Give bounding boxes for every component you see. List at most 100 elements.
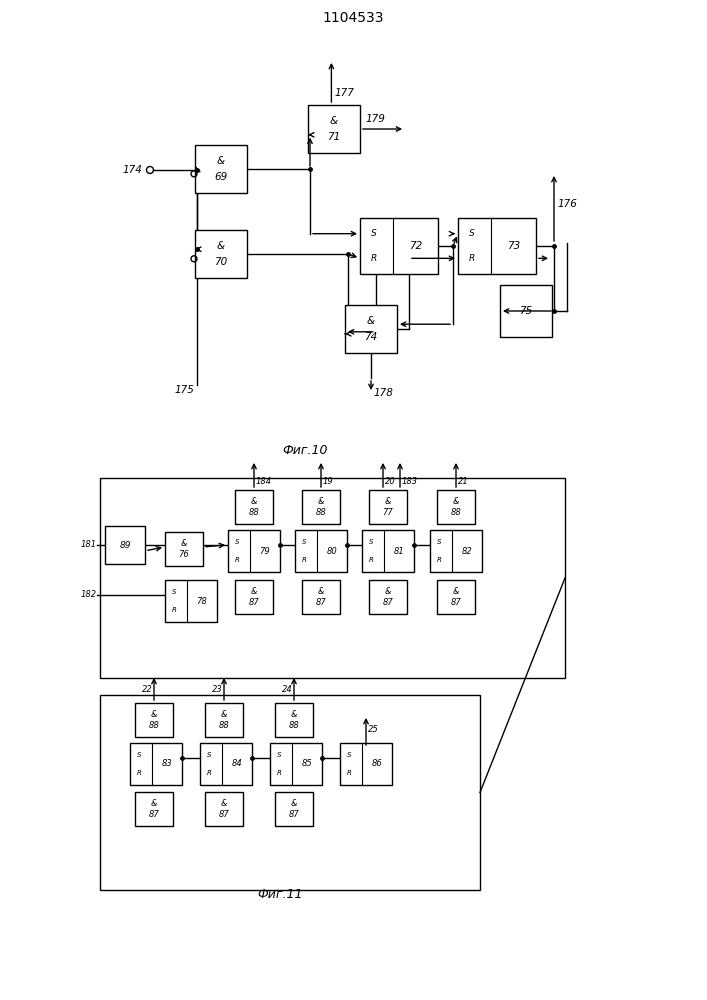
Text: 87: 87 bbox=[288, 810, 299, 819]
Text: 22: 22 bbox=[142, 684, 153, 694]
Bar bbox=[275, 703, 313, 737]
Bar bbox=[270, 743, 322, 785]
Text: &: & bbox=[221, 710, 227, 719]
Text: 80: 80 bbox=[327, 546, 337, 556]
Bar bbox=[500, 285, 552, 337]
Text: S: S bbox=[371, 229, 377, 238]
Bar bbox=[228, 530, 280, 572]
Text: 73: 73 bbox=[507, 241, 520, 251]
Text: 78: 78 bbox=[197, 596, 207, 605]
Text: 87: 87 bbox=[148, 810, 159, 819]
Text: &: & bbox=[452, 497, 460, 506]
Bar bbox=[458, 218, 536, 274]
Text: 76: 76 bbox=[179, 550, 189, 559]
Bar bbox=[345, 305, 397, 353]
Text: 88: 88 bbox=[218, 721, 229, 730]
Bar bbox=[130, 743, 182, 785]
Text: R: R bbox=[347, 770, 352, 776]
Bar bbox=[135, 703, 173, 737]
Text: 89: 89 bbox=[119, 540, 131, 550]
Text: 79: 79 bbox=[259, 546, 270, 556]
Bar bbox=[205, 703, 243, 737]
Text: S: S bbox=[207, 752, 211, 758]
Text: S: S bbox=[235, 539, 240, 545]
Text: &: & bbox=[317, 587, 325, 596]
Text: 75: 75 bbox=[520, 306, 532, 316]
Text: R: R bbox=[369, 557, 374, 563]
Text: R: R bbox=[302, 557, 307, 563]
Bar bbox=[195, 145, 247, 193]
Text: Фиг.11: Фиг.11 bbox=[257, 888, 303, 902]
Text: 179: 179 bbox=[365, 114, 385, 124]
Text: 84: 84 bbox=[232, 760, 243, 768]
Text: 1104533: 1104533 bbox=[322, 11, 384, 25]
Text: 20: 20 bbox=[385, 478, 396, 487]
Text: 23: 23 bbox=[212, 684, 223, 694]
Text: R: R bbox=[277, 770, 282, 776]
Text: 88: 88 bbox=[450, 508, 462, 517]
Text: R: R bbox=[371, 254, 377, 263]
Text: 174: 174 bbox=[122, 165, 142, 175]
Text: 70: 70 bbox=[214, 257, 228, 267]
Text: S: S bbox=[347, 752, 351, 758]
Text: &: & bbox=[317, 497, 325, 506]
Bar bbox=[369, 490, 407, 524]
Text: 176: 176 bbox=[557, 199, 577, 209]
Text: &: & bbox=[181, 539, 187, 548]
Text: R: R bbox=[437, 557, 442, 563]
Bar bbox=[430, 530, 482, 572]
Text: S: S bbox=[437, 539, 442, 545]
Bar bbox=[340, 743, 392, 785]
Text: 72: 72 bbox=[409, 241, 422, 251]
Text: &: & bbox=[385, 587, 391, 596]
Text: &: & bbox=[221, 799, 227, 808]
Text: &: & bbox=[151, 710, 157, 719]
Text: &: & bbox=[291, 710, 297, 719]
Text: 177: 177 bbox=[334, 88, 354, 98]
Text: &: & bbox=[385, 497, 391, 506]
Text: 87: 87 bbox=[450, 598, 462, 607]
Text: 25: 25 bbox=[368, 724, 379, 734]
Text: &: & bbox=[251, 497, 257, 506]
Bar bbox=[275, 792, 313, 826]
Bar bbox=[437, 490, 475, 524]
Bar bbox=[235, 490, 273, 524]
Text: 87: 87 bbox=[382, 598, 393, 607]
Text: R: R bbox=[235, 557, 240, 563]
Text: &: & bbox=[151, 799, 157, 808]
Text: Фиг.10: Фиг.10 bbox=[282, 444, 328, 456]
Bar bbox=[165, 580, 217, 622]
Text: 88: 88 bbox=[315, 508, 327, 517]
Bar bbox=[308, 105, 360, 153]
Text: 87: 87 bbox=[249, 598, 259, 607]
Text: S: S bbox=[172, 589, 177, 595]
Bar bbox=[205, 792, 243, 826]
Text: 83: 83 bbox=[161, 760, 173, 768]
Text: &: & bbox=[330, 116, 338, 126]
Bar bbox=[362, 530, 414, 572]
Bar bbox=[302, 580, 340, 614]
Bar bbox=[105, 526, 145, 564]
Text: 69: 69 bbox=[214, 172, 228, 182]
Bar bbox=[195, 230, 247, 278]
Bar bbox=[100, 478, 565, 678]
Text: 24: 24 bbox=[282, 684, 293, 694]
Bar bbox=[235, 580, 273, 614]
Text: 175: 175 bbox=[174, 385, 194, 395]
Text: R: R bbox=[207, 770, 212, 776]
Text: &: & bbox=[217, 241, 225, 251]
Text: 87: 87 bbox=[218, 810, 229, 819]
Text: 19: 19 bbox=[323, 478, 334, 487]
Bar bbox=[437, 580, 475, 614]
Text: 82: 82 bbox=[462, 546, 472, 556]
Bar bbox=[302, 490, 340, 524]
Text: 184: 184 bbox=[256, 478, 272, 487]
Text: &: & bbox=[251, 587, 257, 596]
Bar bbox=[369, 580, 407, 614]
Text: S: S bbox=[277, 752, 281, 758]
Bar bbox=[100, 695, 480, 890]
Text: &: & bbox=[452, 587, 460, 596]
Text: 86: 86 bbox=[372, 760, 382, 768]
Text: &: & bbox=[291, 799, 297, 808]
Text: S: S bbox=[137, 752, 141, 758]
